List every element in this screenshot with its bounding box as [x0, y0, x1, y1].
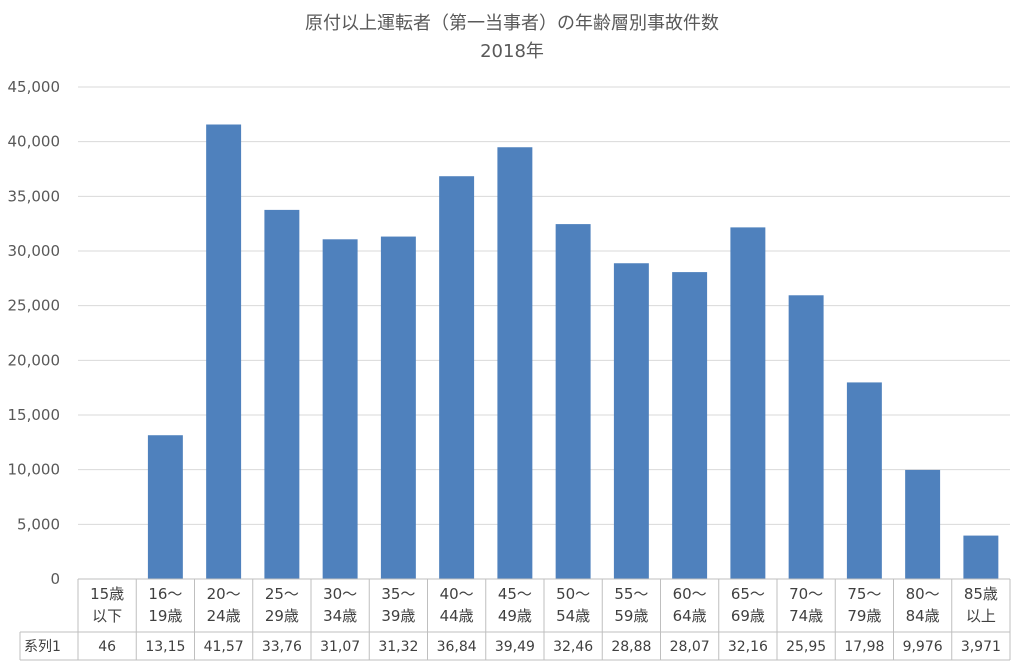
chart-title: 原付以上運転者（第一当事者）の年齢層別事故件数: [305, 13, 719, 34]
data-table-value: 39,49: [495, 639, 535, 655]
category-label: 以下: [92, 607, 122, 625]
data-table-value: 36,84: [437, 639, 477, 655]
bar: [905, 469, 941, 579]
data-table-value: 3,971: [961, 639, 1001, 655]
category-label: 50～: [556, 585, 590, 603]
data-table-value: 46: [98, 639, 116, 655]
data-table-value: 17,98: [844, 639, 884, 655]
category-label: 64歳: [673, 607, 707, 625]
y-tick-label: 35,000: [8, 187, 61, 205]
y-tick-label: 45,000: [8, 78, 61, 96]
data-table-value: 41,57: [204, 639, 244, 655]
category-label: 16～: [148, 585, 182, 603]
category-label: 60～: [673, 585, 707, 603]
category-label: 15歳: [90, 585, 124, 603]
category-label: 40～: [440, 585, 474, 603]
bar: [380, 236, 416, 579]
data-table-value: 31,32: [378, 639, 418, 655]
bar: [264, 209, 300, 579]
data-table-value: 31,07: [320, 639, 360, 655]
bar: [497, 147, 533, 579]
category-label: 70～: [789, 585, 823, 603]
category-label: 20～: [207, 585, 241, 603]
bar: [322, 239, 358, 579]
category-label: 84歳: [906, 607, 940, 625]
chart-subtitle: 2018年: [480, 41, 544, 62]
category-label: 39歳: [381, 607, 415, 625]
bar: [147, 435, 183, 579]
bar: [672, 272, 708, 579]
category-label: 44歳: [440, 607, 474, 625]
category-label: 59歳: [614, 607, 648, 625]
category-label: 49歳: [498, 607, 532, 625]
category-label: 19歳: [148, 607, 182, 625]
bar: [730, 227, 766, 579]
category-label: 69歳: [731, 607, 765, 625]
y-tick-label: 15,000: [8, 406, 61, 424]
category-label: 55～: [614, 585, 648, 603]
series-name: 系列1: [24, 639, 61, 655]
bar: [555, 224, 591, 579]
category-label: 79歳: [847, 607, 881, 625]
data-table-value: 32,16: [728, 639, 768, 655]
bar: [206, 124, 242, 579]
y-tick-label: 10,000: [8, 461, 61, 479]
category-label: 80～: [906, 585, 940, 603]
data-table-value: 25,95: [786, 639, 826, 655]
y-tick-label: 5,000: [17, 515, 60, 533]
bars: [89, 124, 999, 579]
y-tick-label: 20,000: [8, 351, 61, 369]
category-label: 29歳: [265, 607, 299, 625]
category-label: 35～: [381, 585, 415, 603]
category-label: 25～: [265, 585, 299, 603]
category-label: 75～: [847, 585, 881, 603]
y-tick-label: 40,000: [8, 133, 61, 151]
data-table-value: 33,76: [262, 639, 302, 655]
bar: [613, 263, 649, 579]
bar: [846, 382, 882, 579]
data-table-value: 28,07: [670, 639, 710, 655]
category-label: 30～: [323, 585, 357, 603]
category-label: 24歳: [207, 607, 241, 625]
data-table-value: 32,46: [553, 639, 593, 655]
bar: [439, 176, 475, 579]
y-tick-label: 30,000: [8, 242, 61, 260]
y-axis-ticks: 0 5,000 10,000 15,000 20,000 25,000 30,000 35,0…: [8, 78, 61, 588]
category-label: 45～: [498, 585, 532, 603]
data-table-value: 28,88: [611, 639, 651, 655]
bar: [788, 295, 824, 579]
category-label: 以上: [966, 607, 996, 625]
category-label: 85歳: [964, 585, 998, 603]
y-tick-label: 0: [50, 570, 60, 588]
category-label: 34歳: [323, 607, 357, 625]
data-table-value: 13,15: [145, 639, 185, 655]
category-label: 65～: [731, 585, 765, 603]
data-table-value: 9,976: [903, 639, 943, 655]
category-label: 54歳: [556, 607, 590, 625]
bar: [963, 535, 999, 579]
category-label: 74歳: [789, 607, 823, 625]
y-tick-label: 25,000: [8, 297, 61, 315]
